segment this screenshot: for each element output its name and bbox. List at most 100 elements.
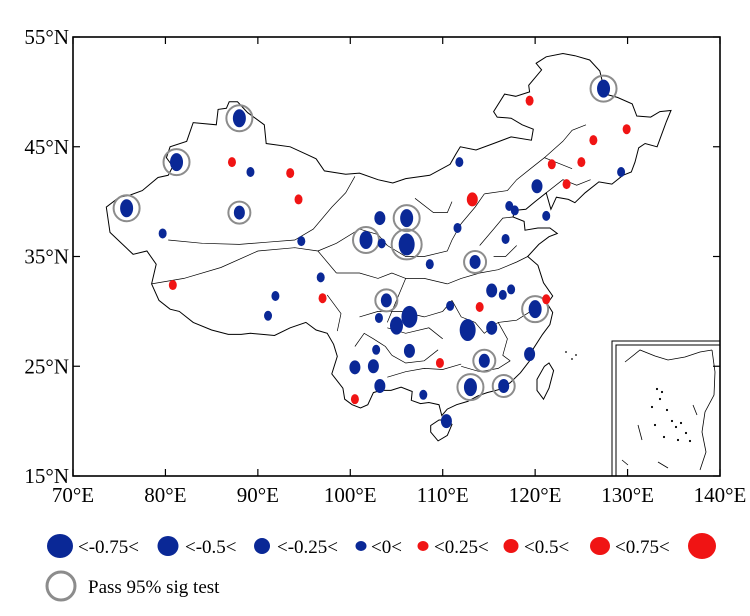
station-marker [374,312,383,323]
inset-island [658,397,662,401]
station-marker [380,293,392,308]
x-tick-label: 90°E [237,483,279,507]
y-tick-label: 15°N [24,464,69,488]
station-marker [233,205,245,220]
station-marker [617,166,626,177]
station-marker [367,359,379,374]
province-boundary [387,363,462,378]
inset-coast [624,349,713,363]
inset-dash [657,461,669,469]
province-boundary [151,247,337,285]
inset-island [660,390,664,394]
y-tick-label: 35°N [24,245,69,269]
sig-ring [491,374,516,399]
station-marker [400,209,414,228]
legend-marker [47,534,73,558]
inset-island [662,435,666,439]
inset-dash [637,424,643,441]
province-boundary [484,157,573,195]
sig-ring [589,74,618,103]
province-boundary [387,193,485,257]
station-marker [419,389,428,400]
island [565,351,567,353]
station-marker [463,378,477,397]
x-tick-label: 140°E [694,483,747,507]
province-boundary [391,349,439,364]
legend-sig-ring [45,570,77,602]
legend-marker [355,541,367,551]
station-marker [524,347,536,362]
station-marker [271,291,280,302]
station-marker [622,124,631,135]
station-marker [486,320,498,335]
province-boundary [414,198,453,213]
station-marker [374,211,386,226]
inset-border-outer [611,340,720,476]
inset-island [665,408,669,412]
taiwan-outline [536,362,555,401]
station-marker [350,394,359,405]
legend-marker [503,539,519,553]
inset-island [684,431,688,435]
legend-sig-label: Pass 95% sig test [88,577,220,598]
station-marker [170,153,184,172]
sig-ring [456,373,485,402]
island [571,358,573,360]
inset-dash [621,459,629,466]
province-boundary [544,124,587,158]
island [575,354,577,356]
station-marker [597,79,611,98]
station-marker [297,236,306,247]
station-marker [469,254,481,269]
station-marker [486,283,498,298]
legend-label: <-0.5< [185,537,237,558]
station-marker [466,192,478,207]
inset-island [688,439,692,443]
station-marker [425,259,434,270]
legend-marker-end [688,533,716,559]
south-china-sea-inset [565,340,720,476]
province-boundary [497,322,511,362]
station-marker [398,233,415,256]
inset-dash [692,404,698,416]
station-marker [120,199,134,218]
station-marker [377,238,386,249]
x-tick-label: 110°E [417,483,469,507]
station-marker [446,300,455,311]
station-marker [232,109,246,128]
inset-coast-east [699,349,716,471]
sig-ring [112,194,141,223]
legend-label: <0.25< [434,537,489,558]
station-marker [542,294,551,305]
x-tick-label: 120°E [509,483,562,507]
station-marker [390,316,403,335]
axis-ticks: 55°N 45°N 35°N 25°N 15°N70°E 80°E 90°E 100°E 110… [24,25,746,507]
station-marker [227,157,236,168]
y-tick-label: 55°N [24,25,69,49]
x-tick-label: 70°E [52,483,94,507]
province-boundary [493,245,517,257]
station-marker [158,228,167,239]
station-marker [501,233,510,244]
sig-ring [521,295,550,324]
station-marker [440,414,452,429]
station-marker [286,168,295,179]
station-marker [528,300,542,319]
province-boundary [354,332,393,356]
sig-ring [463,249,488,274]
station-marker [168,280,177,291]
legend-label: <-0.25< [277,537,338,558]
station-marker [547,159,556,170]
sig-ring [374,288,399,313]
country-outline [105,52,672,417]
station-marker [455,157,464,168]
y-tick-label: 45°N [24,135,69,159]
station-marker [372,344,381,355]
x-tick-label: 100°E [324,483,377,507]
station-marker [294,194,303,205]
province-boundary [447,256,528,285]
legend-marker [417,541,429,551]
inset-island [650,405,654,409]
